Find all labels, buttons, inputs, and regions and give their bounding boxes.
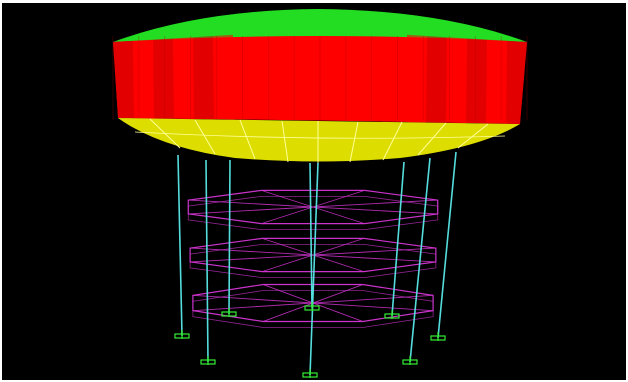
wall-panel-left	[193, 36, 214, 120]
column	[309, 162, 319, 376]
bottom-mesh-line	[382, 121, 403, 161]
bracing-ring-inner	[187, 195, 439, 231]
wall-panel-right	[486, 39, 507, 124]
bottom-mesh-ring	[134, 131, 506, 139]
bottom-mesh-line	[457, 123, 489, 149]
bracing-ring-inner	[189, 243, 437, 279]
column	[309, 162, 313, 309]
column	[437, 151, 457, 339]
bottom-mesh-line	[417, 122, 447, 156]
bracing-ring-inner	[192, 290, 434, 328]
wall-panel-right	[506, 40, 527, 124]
wall-panel-right	[406, 34, 427, 124]
bottom-mesh-line	[281, 120, 289, 163]
tank-bottom	[118, 118, 520, 162]
model-viewport[interactable]	[2, 3, 626, 380]
wall-panel-left	[173, 37, 194, 121]
wall-panel-left	[113, 40, 134, 120]
wall-panel-right	[446, 37, 467, 125]
bottom-mesh-line	[349, 121, 359, 163]
column	[228, 159, 231, 315]
cross-brace	[190, 247, 436, 263]
structure-model	[112, 9, 528, 378]
wall-panel-left	[213, 34, 234, 120]
wall-panel-right	[466, 38, 487, 124]
wall-panel-left	[153, 38, 174, 120]
bottom-mesh-line	[239, 119, 256, 160]
column	[409, 157, 431, 363]
wall-panel-right	[426, 36, 447, 124]
column	[391, 161, 405, 317]
column	[177, 154, 183, 337]
bottom-mesh-line	[194, 119, 216, 155]
wall-panel-left	[133, 39, 154, 120]
column	[205, 159, 209, 363]
tank-roof	[113, 9, 527, 42]
